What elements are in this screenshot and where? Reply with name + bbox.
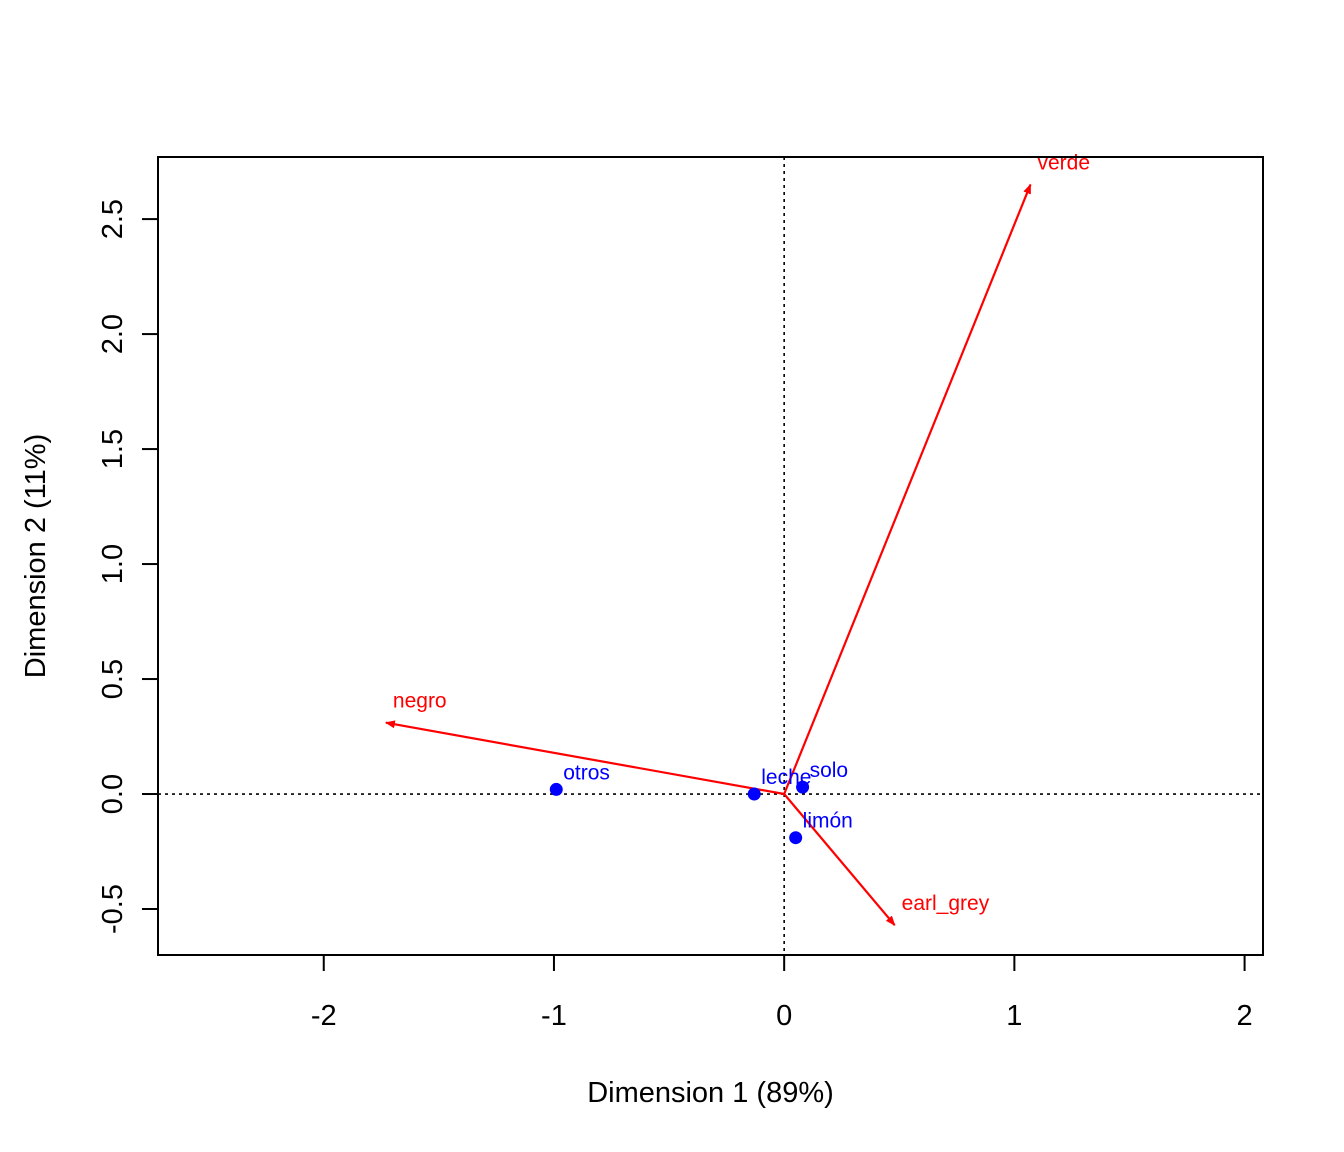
point-marker — [747, 787, 761, 801]
y-tick-label: 1.0 — [97, 544, 129, 584]
reference-lines — [158, 157, 1263, 955]
arrow-earl-grey — [783, 793, 896, 926]
point-marker — [796, 780, 810, 794]
arrow-series: negro verde earl_grey — [384, 152, 1090, 926]
y-axis-title: Dimension 2 (11%) — [20, 434, 52, 678]
arrow-verde — [783, 183, 1032, 795]
point-label: solo — [810, 759, 849, 782]
y-tick-label: 2.0 — [97, 314, 129, 354]
y-tick-label: 1.5 — [97, 429, 129, 469]
y-tick-label: 0.5 — [97, 659, 129, 699]
point-label: limón — [803, 810, 853, 833]
x-tick-label: -1 — [541, 1000, 567, 1032]
x-tick-label: 2 — [1237, 1000, 1253, 1032]
plot-frame — [157, 156, 1264, 956]
y-axis: -0.5 0.0 0.5 1.0 1.5 2.0 2.5 — [97, 199, 159, 934]
arrow-label-verde: verde — [1037, 152, 1090, 175]
arrow-negro — [384, 720, 785, 796]
point-label: otros — [563, 761, 610, 784]
x-axis-title: Dimension 1 (89%) — [587, 1077, 834, 1109]
arrow-label-negro: negro — [393, 690, 447, 713]
point-marker — [789, 831, 803, 845]
x-tick-label: 0 — [776, 1000, 792, 1032]
point-marker — [549, 782, 563, 796]
y-tick-label: 2.5 — [97, 199, 129, 239]
x-tick-label: -2 — [311, 1000, 337, 1032]
x-tick-label: 1 — [1006, 1000, 1022, 1032]
arrow-label-earl-grey: earl_grey — [902, 892, 990, 915]
x-axis: -2 -1 0 1 2 — [311, 954, 1253, 1032]
y-tick-label: -0.5 — [97, 884, 129, 934]
y-tick-label: 0.0 — [97, 774, 129, 814]
